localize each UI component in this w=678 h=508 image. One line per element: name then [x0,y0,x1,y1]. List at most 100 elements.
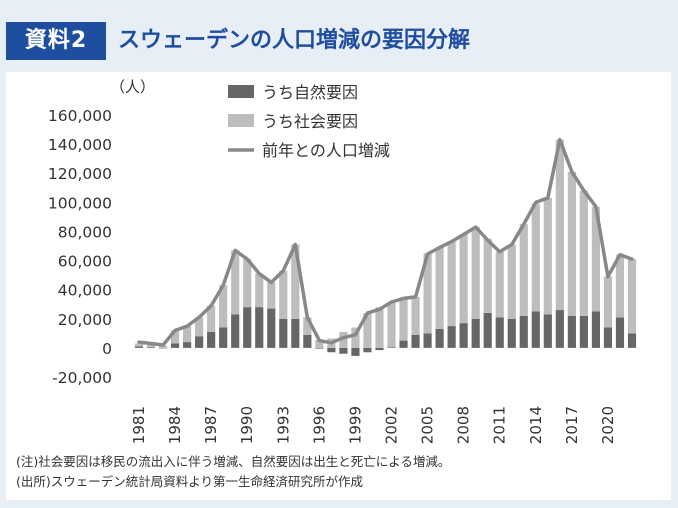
y-tick-label: 60,000 [58,253,112,271]
bar-social [507,244,516,319]
bar-natural [483,312,492,348]
x-tick-label: 1993 [274,406,292,444]
bar-natural [363,347,372,353]
bar-natural [627,333,637,348]
source-line: (出所)スウェーデン統計局資料より第一生命経済研究所が作成 [16,474,364,489]
y-tick-label: 160,000 [48,107,112,125]
legend-label-social: うち社会要因 [262,112,358,131]
header: 資料2 スウェーデンの人口増減の要因分解 [0,0,678,62]
bar-social [134,343,144,347]
bar-social [183,326,192,343]
bar-social [435,247,444,329]
bar-social [170,330,180,344]
chart-svg: 160,000 140,000 120,000 100,000 80,000 60,000… [48,78,637,444]
legend-label-natural: うち自然要因 [262,83,358,102]
bar-social [555,139,564,311]
bar-natural [207,331,216,348]
x-tick-label: 2002 [383,406,401,444]
bar-natural [134,346,144,348]
bar-social [375,307,384,348]
bar-natural [447,326,456,348]
x-tick-label: 1981 [130,406,148,444]
y-tick-label: -20,000 [52,369,112,387]
bar-natural [507,318,516,348]
bar-natural [615,317,625,348]
bar-social [411,296,420,335]
x-tick-label: 1990 [238,406,256,444]
bar-social [207,305,216,332]
bar-social [195,317,204,337]
bar-social [519,224,528,316]
bar-social [339,331,348,348]
bar-social [291,244,300,319]
legend-swatch-social [228,114,254,127]
bar-social [267,282,276,309]
bar-natural [183,342,192,348]
bar-natural [158,347,168,349]
x-tick-label: 1984 [166,406,184,444]
legend-label-line: 前年との人口増減 [262,141,390,160]
y-tick-label: 100,000 [48,194,112,212]
x-tick-label: 2005 [419,406,437,444]
bar-social [447,241,456,327]
bar-social [387,302,396,348]
bar-natural [495,317,504,348]
bar-natural [351,347,360,356]
x-tick-label: 1999 [346,406,364,444]
footnotes: (注)社会要因は移民の流出入に伴う増減、自然要因は出生と死亡による増減。 (出所… [16,452,450,492]
bar-natural [423,333,432,348]
bar-social [591,206,601,312]
figure-badge: 資料2 [6,22,106,60]
legend-swatch-natural [228,85,254,98]
y-tick-label: 20,000 [58,311,112,329]
x-tick-label: 1996 [310,406,328,444]
bar-social [363,312,372,348]
y-tick-label: 140,000 [48,136,112,154]
bar-natural [579,315,588,348]
bar-natural [219,327,228,348]
chart-title: スウェーデンの人口増減の要因分解 [118,28,471,53]
x-tick-label: 2011 [491,406,509,444]
bar-natural [387,347,396,348]
bar-social [459,234,468,324]
x-tick-label: 2008 [455,406,473,444]
y-unit-label: （人） [110,78,155,96]
bar-natural [291,318,300,348]
bar-natural [255,307,264,348]
bar-social [471,227,480,319]
bar-natural [459,323,468,348]
y-tick-label: 120,000 [48,165,112,183]
note-line: (注)社会要因は移民の流出入に伴う増減、自然要因は出生と死亡による増減。 [16,454,451,469]
x-tick-label: 2020 [599,406,617,444]
x-tick-label: 2014 [527,406,545,444]
bar-natural [603,327,613,348]
bar-natural [435,328,444,348]
bar-natural [279,318,288,348]
bar-natural [231,314,240,348]
bar-natural [146,347,156,348]
bar-social [483,238,492,313]
bar-natural [195,336,204,348]
bar-natural [519,315,528,348]
bar-social [146,344,156,348]
bar-social [627,259,637,334]
bar-social [231,250,240,315]
bar-natural [339,347,348,354]
x-tick-label: 1987 [202,406,220,444]
bar-natural [327,347,336,353]
bar-natural [399,340,408,348]
bar-natural [531,311,540,348]
bar-social [279,270,288,319]
bar-social [495,251,504,318]
bar-social [315,339,324,348]
bar-natural [267,308,276,348]
x-tick-label: 2017 [563,406,581,444]
bar-natural [543,314,552,348]
bar-natural [555,310,564,348]
bar-social [603,276,613,328]
line-population-change [137,137,634,347]
bar-social [158,345,168,348]
bar-social [531,203,540,312]
bar-social [615,254,625,318]
bar-social [579,190,588,316]
